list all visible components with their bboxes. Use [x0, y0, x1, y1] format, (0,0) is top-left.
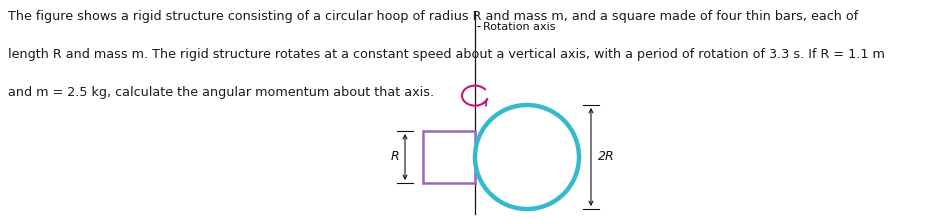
Text: and m = 2.5 kg, calculate the angular momentum about that axis.: and m = 2.5 kg, calculate the angular mo… — [8, 86, 434, 99]
Text: 2R: 2R — [598, 150, 614, 164]
Text: R: R — [391, 150, 399, 164]
Text: length R and mass m. The rigid structure rotates at a constant speed about a ver: length R and mass m. The rigid structure… — [8, 48, 884, 61]
Text: Rotation axis: Rotation axis — [483, 22, 555, 32]
Circle shape — [475, 105, 579, 209]
Text: The figure shows a rigid structure consisting of a circular hoop of radius R and: The figure shows a rigid structure consi… — [8, 10, 858, 23]
Bar — [423, 131, 475, 183]
